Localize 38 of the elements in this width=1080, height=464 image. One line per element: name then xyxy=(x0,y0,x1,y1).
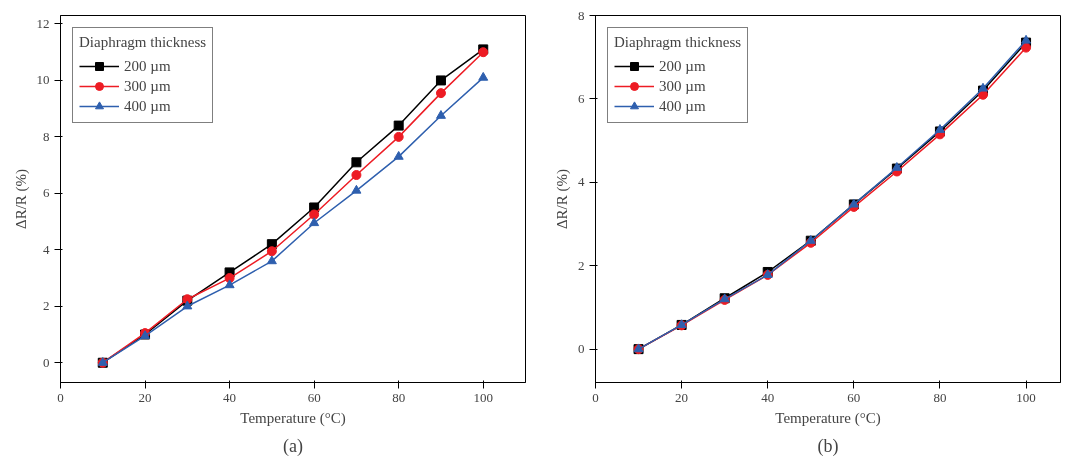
x-tick-label: 20 xyxy=(138,389,152,405)
x-tick-label: 100 xyxy=(473,389,493,405)
x-axis-title: Temperature (°C) xyxy=(240,409,346,427)
x-tick-label: 0 xyxy=(592,389,599,405)
legend-label: 200 µm xyxy=(659,57,706,75)
legend-title: Diaphragm thickness xyxy=(614,34,742,51)
y-tick-label: 4 xyxy=(43,241,50,257)
text: (a) xyxy=(283,435,303,457)
x-axis-title: Temperature (°C) xyxy=(775,409,881,427)
legend-label: 200 µm xyxy=(124,57,171,75)
x-tick-label: 40 xyxy=(761,389,775,405)
y-tick-label: 6 xyxy=(578,90,585,106)
y-tick-label: 0 xyxy=(43,354,50,370)
text: (b) xyxy=(817,435,839,457)
x-tick-label: 20 xyxy=(675,389,689,405)
y-tick-label: 6 xyxy=(43,185,50,201)
y-tick-label: 0 xyxy=(578,341,585,357)
x-tick-label: 100 xyxy=(1016,389,1036,405)
legend-label: 300 µm xyxy=(659,77,706,95)
x-tick-label: 60 xyxy=(847,389,861,405)
x-tick-label: 40 xyxy=(223,389,237,405)
y-tick-label: 10 xyxy=(36,72,50,88)
x-tick-label: 80 xyxy=(933,389,947,405)
x-tick-label: 60 xyxy=(307,389,321,405)
legend-label: 300 µm xyxy=(124,77,171,95)
legend-title: Diaphragm thickness xyxy=(79,34,207,51)
x-tick-label: 0 xyxy=(57,389,64,405)
y-tick-label: 8 xyxy=(43,128,50,144)
y-tick-label: 4 xyxy=(578,174,585,190)
y-tick-label: 12 xyxy=(36,15,50,31)
x-tick-label: 80 xyxy=(392,389,406,405)
y-axis-title: ΔR/R (%) xyxy=(12,168,30,230)
legend-label: 400 µm xyxy=(124,97,171,115)
y-tick-label: 8 xyxy=(578,7,585,23)
legend-label: 400 µm xyxy=(659,97,706,115)
y-axis-title: ΔR/R (%) xyxy=(554,168,571,230)
y-tick-label: 2 xyxy=(43,298,50,314)
y-tick-label: 2 xyxy=(578,257,585,273)
